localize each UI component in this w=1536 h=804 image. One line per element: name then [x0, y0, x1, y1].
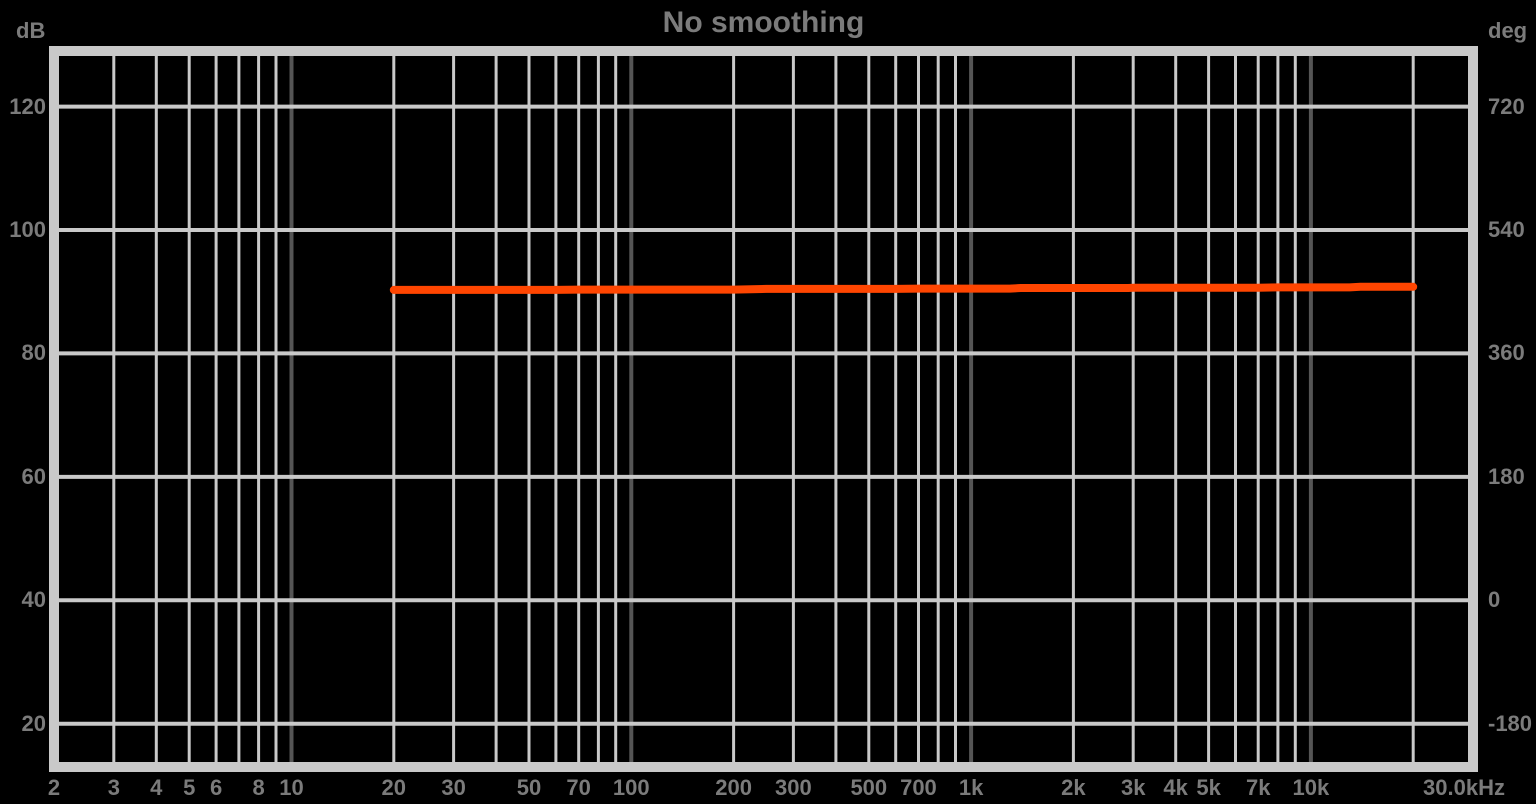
plot-frame [49, 46, 1478, 772]
x-tick-label: 300 [775, 775, 812, 800]
deg-tick-label: 0 [1488, 587, 1501, 613]
deg-tick-label: 540 [1488, 217, 1525, 242]
db-tick-label: 20 [21, 710, 46, 736]
x-tick-label: 4k [1163, 775, 1188, 800]
x-tick-label: 30.0kHz [1423, 775, 1505, 800]
chart-title: No smoothing [662, 6, 865, 39]
x-tick-label: 30 [441, 775, 466, 800]
x-tick-label: 2 [47, 775, 61, 800]
left-axis-unit-label: dB [16, 18, 46, 43]
x-tick-label: 6 [209, 775, 223, 800]
x-tick-label: 10k [1292, 775, 1330, 800]
deg-tick-label: 720 [1488, 93, 1525, 119]
x-tick-label: 70 [566, 775, 591, 800]
x-tick-label: 3 [107, 775, 120, 800]
x-tick-label: 200 [715, 775, 752, 800]
x-tick-label: 50 [516, 775, 542, 800]
x-tick-label: 5k [1196, 775, 1221, 800]
x-tick-label: 500 [850, 775, 888, 800]
x-tick-label: 1k [958, 775, 984, 800]
deg-tick-label: 360 [1488, 340, 1525, 366]
x-tick-label: 2k [1061, 775, 1086, 800]
x-tick-label: 700 [900, 775, 937, 800]
x-tick-label: 10 [279, 775, 304, 800]
db-tick-label: 100 [9, 217, 46, 242]
x-tick-label: 8 [252, 775, 265, 800]
response-curve [389, 282, 1418, 294]
x-tick-label: 7k [1245, 775, 1271, 800]
x-tick-label: 4 [150, 775, 163, 800]
db-tick-label: 120 [9, 93, 46, 119]
deg-tick-label: -180 [1488, 710, 1533, 736]
db-tick-label: 60 [21, 463, 46, 489]
right-axis-unit-label: deg [1488, 18, 1528, 43]
db-tick-label: 80 [21, 340, 46, 366]
x-tick-label: 5 [183, 775, 196, 800]
db-tick-label: 40 [21, 587, 46, 613]
deg-tick-label: 180 [1488, 463, 1525, 489]
x-tick-label: 3k [1120, 775, 1146, 800]
x-tick-label: 20 [381, 775, 407, 800]
x-tick-label: 100 [612, 775, 650, 800]
